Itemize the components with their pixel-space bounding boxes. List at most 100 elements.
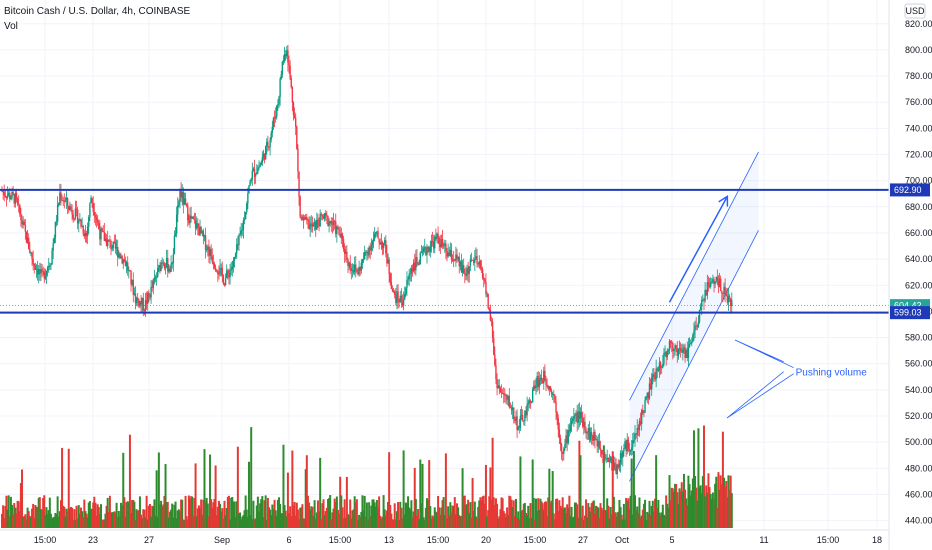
candle-body — [606, 457, 608, 459]
volume-bar — [140, 514, 143, 528]
candle-body — [402, 299, 405, 306]
candle-body — [534, 385, 536, 388]
volume-bar — [429, 506, 432, 528]
volume-bar — [607, 505, 610, 528]
volume-bar — [291, 450, 294, 528]
volume-bar — [341, 507, 344, 528]
volume-bar — [197, 505, 200, 528]
annotations[interactable]: Pushing volume — [668, 194, 868, 419]
candle-body — [53, 238, 55, 244]
volume-bar — [477, 507, 480, 528]
level-tag — [890, 183, 930, 197]
volume-bar — [273, 499, 276, 528]
volume-bar — [699, 485, 702, 528]
volume-bar — [271, 504, 274, 528]
candle-body — [40, 269, 42, 274]
candle-body — [220, 267, 222, 269]
volume-bar — [190, 496, 193, 528]
candle-body — [189, 215, 191, 224]
volume-bar — [383, 509, 386, 528]
candle-body — [527, 403, 529, 405]
volume-bar — [609, 506, 612, 528]
candle-body — [462, 265, 465, 274]
symbol-title[interactable]: Bitcoin Cash / U.S. Dollar, 4h, COINBASE — [4, 6, 191, 17]
volume-bar — [541, 503, 544, 528]
volume-bar — [652, 511, 655, 528]
volume-bar — [98, 513, 101, 528]
candle-body — [422, 248, 425, 252]
candle-body — [416, 257, 418, 263]
volume-bar — [489, 467, 492, 528]
candle-body — [298, 171, 300, 197]
volume-bar — [650, 505, 653, 528]
volume-bar — [176, 510, 179, 528]
candle-body — [625, 441, 627, 452]
volume-bar — [369, 516, 372, 528]
candle-body — [313, 221, 316, 225]
x-tick-label: 15:00 — [817, 535, 840, 545]
volume-bar — [496, 503, 499, 528]
volume-bar — [125, 502, 128, 528]
level-tag-label: 599.03 — [894, 308, 922, 318]
candle-body — [318, 224, 320, 227]
horizontal-levels[interactable] — [0, 188, 889, 314]
candle-body — [340, 233, 343, 238]
volume-bar — [309, 509, 312, 528]
volume-bar — [339, 476, 342, 528]
y-tick-label: 780.00 — [905, 71, 932, 81]
volume-bar — [473, 501, 476, 528]
price-channel[interactable] — [629, 151, 759, 482]
volume-bar — [243, 510, 246, 528]
volume-bar — [18, 511, 21, 528]
volume-bar — [224, 515, 227, 528]
candle-body — [517, 426, 519, 430]
volume-bar — [507, 514, 510, 528]
candle-body — [667, 350, 670, 352]
volume-bar — [37, 497, 40, 528]
candle-body — [425, 247, 427, 255]
candle-body — [400, 295, 403, 302]
volume-bar — [108, 495, 111, 528]
candle-body — [725, 293, 727, 296]
candle-body — [144, 300, 147, 311]
volume-bar — [133, 501, 136, 528]
volume-bar — [379, 515, 382, 528]
volume-bar — [292, 505, 295, 528]
volume-bar — [552, 513, 555, 528]
candle-body — [229, 270, 231, 278]
time-axis[interactable]: 15:00 23 27 Sep 6 15:00 13 15:00 20 15:00 27 Oct 5 11… — [0, 529, 889, 545]
volume-bar — [684, 489, 687, 528]
candle-body — [497, 385, 499, 389]
volume-indicator-label[interactable]: Vol — [4, 21, 18, 32]
candle-body — [124, 261, 127, 266]
candle-body — [16, 198, 19, 204]
volume-bar — [418, 518, 421, 528]
volume-bar — [645, 519, 648, 528]
volume-bar — [213, 498, 216, 528]
candle-body — [351, 270, 354, 271]
volume-bar — [597, 507, 600, 528]
candle-body — [162, 262, 165, 264]
candle-body — [194, 220, 197, 229]
price-axis[interactable]: 440.00 460.00 480.00 500.00 520.00 540.00 560.… — [888, 0, 932, 550]
volume-bar — [9, 496, 12, 528]
candle-body — [514, 419, 516, 421]
candle-body — [655, 368, 657, 380]
candle-body — [208, 246, 210, 256]
candle-body — [428, 247, 430, 252]
candle-body — [694, 325, 696, 331]
candle-body — [417, 262, 419, 265]
candle-body — [213, 264, 216, 268]
volume-bar — [612, 496, 615, 528]
volume-bar — [590, 503, 593, 528]
volume-bar — [419, 459, 422, 528]
volume-bar — [294, 515, 297, 528]
volume-bar — [322, 499, 325, 528]
candle-body — [584, 421, 586, 430]
volume-bar — [447, 506, 450, 528]
volume-bar — [49, 513, 52, 528]
candle-body — [695, 325, 697, 327]
volume-bar — [137, 510, 140, 528]
volume-bar — [626, 500, 629, 528]
